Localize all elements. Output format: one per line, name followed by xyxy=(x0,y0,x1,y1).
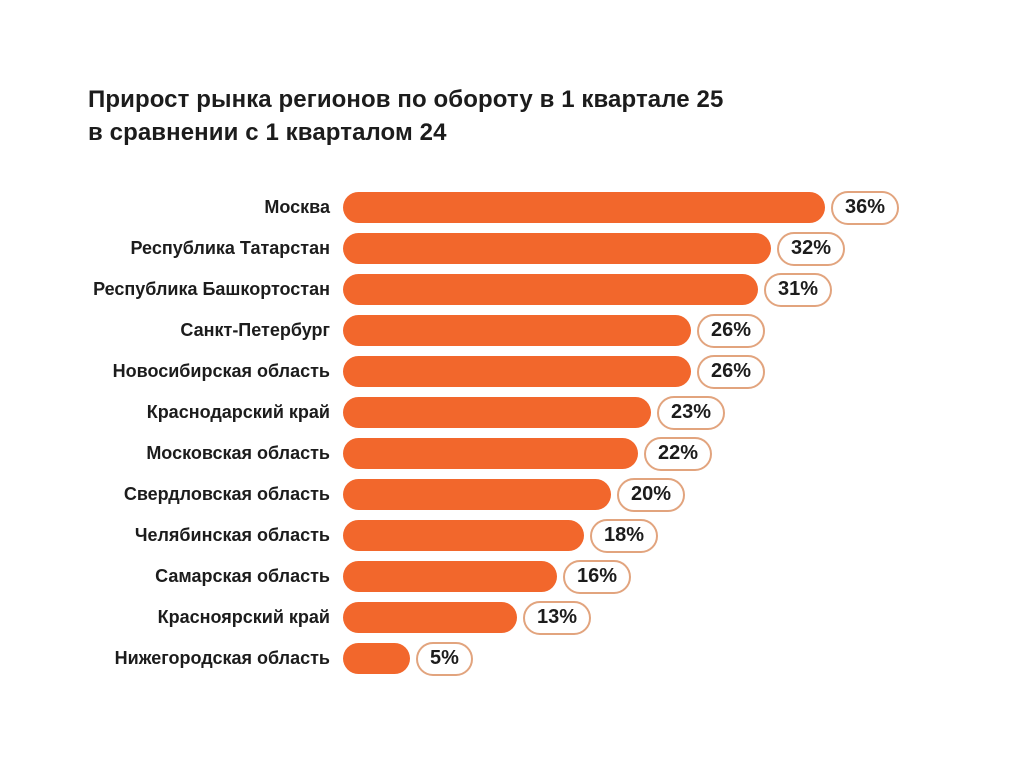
chart-row: Новосибирская область 26% xyxy=(88,354,1024,389)
value-badge: 36% xyxy=(831,190,900,225)
bar xyxy=(343,520,584,551)
category-label: Республика Башкортостан xyxy=(93,279,330,299)
chart-row: Красноярский край 13% xyxy=(88,600,1024,635)
category-label: Санкт-Петербург xyxy=(180,320,330,340)
value-badge: 32% xyxy=(777,231,846,266)
bar xyxy=(343,561,557,592)
category-label: Новосибирская область xyxy=(112,361,330,381)
category-label: Нижегородская область xyxy=(114,648,330,668)
chart-title: Прирост рынка регионов по обороту в 1 кв… xyxy=(88,83,1024,149)
value-badge: 31% xyxy=(764,272,833,307)
chart-row: Москва 36% xyxy=(88,190,1024,225)
value-badge: 16% xyxy=(563,559,632,594)
chart-row: Республика Башкортостан 31% xyxy=(88,272,1024,307)
value-badge: 5% xyxy=(416,641,473,676)
category-label: Красноярский край xyxy=(157,607,330,627)
chart-row: Республика Татарстан 32% xyxy=(88,231,1024,266)
category-label: Москва xyxy=(264,197,330,217)
chart-row: Нижегородская область 5% xyxy=(88,641,1024,676)
category-label: Краснодарский край xyxy=(146,402,330,422)
bar xyxy=(343,438,638,469)
value-badge: 18% xyxy=(590,518,659,553)
bar xyxy=(343,602,517,633)
chart-title-line-1: Прирост рынка регионов по обороту в 1 кв… xyxy=(88,86,724,113)
bar xyxy=(343,356,691,387)
value-badge: 23% xyxy=(657,395,726,430)
value-badge: 22% xyxy=(644,436,713,471)
bar xyxy=(343,274,758,305)
bar xyxy=(343,479,611,510)
chart-row: Краснодарский край 23% xyxy=(88,395,1024,430)
category-label: Челябинская область xyxy=(134,525,330,545)
category-label: Московская область xyxy=(146,443,330,463)
category-label: Самарская область xyxy=(155,566,330,586)
bar xyxy=(343,397,651,428)
chart-row: Самарская область 16% xyxy=(88,559,1024,594)
chart-row: Челябинская область 18% xyxy=(88,518,1024,553)
chart-rows: Москва 36% Республика Татарстан 32% Респ… xyxy=(88,190,1024,676)
value-badge: 20% xyxy=(617,477,686,512)
chart-row: Санкт-Петербург 26% xyxy=(88,313,1024,348)
bar xyxy=(343,315,691,346)
chart-title-line-2: в сравнении с 1 кварталом 24 xyxy=(88,119,447,146)
value-badge: 13% xyxy=(523,600,592,635)
bar xyxy=(343,233,771,264)
chart-row: Московская область 22% xyxy=(88,436,1024,471)
category-label: Свердловская область xyxy=(123,484,330,504)
category-label: Республика Татарстан xyxy=(130,238,330,258)
bar xyxy=(343,192,825,223)
value-badge: 26% xyxy=(697,354,766,389)
bar xyxy=(343,643,410,674)
value-badge: 26% xyxy=(697,313,766,348)
chart-row: Свердловская область 20% xyxy=(88,477,1024,512)
